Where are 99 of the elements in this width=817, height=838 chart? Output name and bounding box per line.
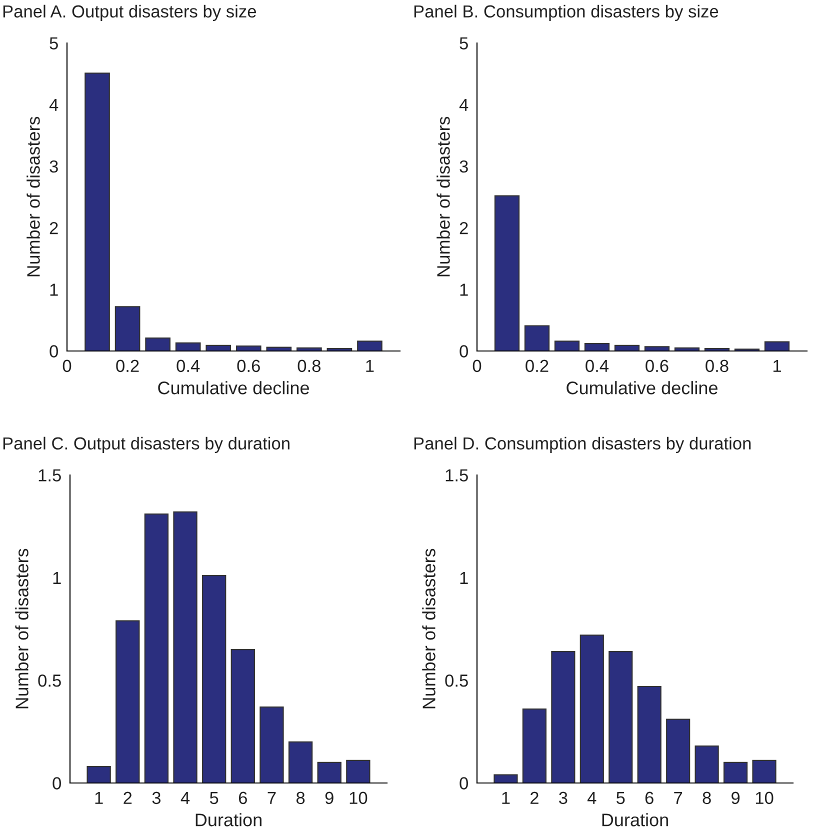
bar bbox=[764, 341, 790, 351]
y-tick-label: 1 bbox=[460, 572, 468, 584]
x-tick-label: 0.2 bbox=[116, 360, 139, 372]
y-tick-label: 1.5 bbox=[446, 469, 468, 482]
y-tick-label: 1 bbox=[460, 284, 468, 296]
y-tick-label: 5 bbox=[50, 37, 58, 50]
bar bbox=[175, 342, 201, 351]
y-tick-label: 0 bbox=[460, 345, 468, 358]
bar bbox=[260, 706, 284, 783]
y-tick-label: 3 bbox=[50, 160, 58, 173]
x-tick-label: 4 bbox=[587, 792, 596, 804]
x-tick-label: 0 bbox=[62, 360, 72, 372]
y-tick-label: 2 bbox=[460, 222, 468, 234]
x-tick-label: 6 bbox=[645, 792, 654, 804]
y-tick-label: 1 bbox=[50, 284, 58, 296]
x-tick-label: 0.8 bbox=[706, 360, 728, 372]
y-tick-label: 0 bbox=[50, 345, 58, 358]
bar bbox=[202, 575, 226, 783]
y-axis-title: Number of disasters bbox=[26, 116, 40, 276]
y-tick-label: 4 bbox=[459, 98, 468, 111]
x-tick-label: 8 bbox=[702, 792, 711, 804]
bar bbox=[524, 325, 550, 351]
x-tick-label: 9 bbox=[325, 792, 334, 804]
y-tick-label: 1.5 bbox=[38, 469, 61, 482]
bar bbox=[357, 340, 382, 351]
x-tick-label: 8 bbox=[296, 792, 305, 804]
x-tick-label: 2 bbox=[124, 792, 132, 804]
bar bbox=[230, 648, 255, 783]
y-tick-label: 1 bbox=[53, 572, 61, 584]
bar bbox=[554, 340, 580, 351]
bar bbox=[522, 708, 546, 783]
bar bbox=[694, 745, 719, 783]
x-tick-label: 1 bbox=[366, 360, 374, 372]
bar bbox=[317, 762, 342, 783]
x-tick-label: 4 bbox=[180, 792, 190, 804]
x-tick-label: 6 bbox=[238, 792, 247, 804]
bar bbox=[644, 346, 670, 351]
x-tick-label: 2 bbox=[530, 792, 538, 804]
x-tick-label: 1 bbox=[773, 360, 781, 372]
x-tick-label: 0.4 bbox=[586, 360, 609, 372]
x-tick-label: 0.4 bbox=[176, 360, 200, 372]
bar bbox=[144, 513, 169, 783]
y-tick-label: 0 bbox=[460, 777, 468, 790]
x-tick-label: 0 bbox=[472, 360, 482, 372]
y-tick-label: 0.5 bbox=[445, 674, 468, 687]
bar bbox=[86, 766, 111, 783]
chart-title: Panel A. Output disasters by size bbox=[3, 4, 256, 21]
x-axis-title: Duration bbox=[196, 813, 262, 826]
x-tick-label: 9 bbox=[732, 792, 740, 804]
x-tick-label: 3 bbox=[559, 792, 568, 804]
y-tick-label: 3 bbox=[460, 160, 468, 173]
x-tick-label: 10 bbox=[756, 792, 774, 804]
x-tick-label: 0.8 bbox=[298, 360, 320, 372]
y-tick-label: 4 bbox=[49, 98, 58, 111]
y-tick-label: 0.5 bbox=[38, 674, 61, 687]
bar bbox=[752, 760, 776, 783]
y-axis-title: Number of disasters bbox=[422, 548, 436, 708]
bar bbox=[494, 774, 518, 783]
bar bbox=[346, 760, 370, 783]
bar bbox=[266, 346, 292, 351]
bar bbox=[637, 686, 662, 783]
y-tick-label: 2 bbox=[50, 222, 58, 234]
chart-title: Panel B. Consumption disasters by size bbox=[414, 4, 718, 21]
chart-title: Panel C. Output disasters by duration bbox=[3, 436, 290, 453]
x-tick-label: 7 bbox=[268, 792, 276, 804]
y-tick-label: 5 bbox=[460, 37, 468, 50]
x-tick-label: 1 bbox=[95, 792, 103, 804]
bar bbox=[608, 651, 633, 783]
bar bbox=[206, 344, 232, 351]
bar bbox=[145, 338, 170, 351]
bar bbox=[666, 718, 690, 783]
bar bbox=[614, 344, 640, 351]
x-tick-label: 0.2 bbox=[526, 360, 548, 372]
bar bbox=[551, 651, 576, 783]
y-axis-title: Number of disasters bbox=[436, 116, 450, 276]
x-tick-label: 0.6 bbox=[646, 360, 668, 372]
bar bbox=[173, 511, 198, 783]
bar bbox=[236, 346, 262, 351]
x-tick-label: 1 bbox=[502, 792, 510, 804]
bar bbox=[724, 762, 748, 783]
chart-title: Panel D. Consumption disasters by duration bbox=[414, 436, 751, 453]
x-tick-label: 3 bbox=[152, 792, 161, 804]
bar bbox=[84, 72, 110, 351]
bar bbox=[114, 306, 140, 351]
x-axis-title: Cumulative decline bbox=[566, 381, 718, 394]
x-tick-label: 7 bbox=[674, 792, 682, 804]
x-axis-title: Cumulative decline bbox=[158, 381, 309, 394]
bar bbox=[584, 343, 610, 351]
y-axis-title: Number of disasters bbox=[15, 548, 28, 708]
x-tick-label: 0.6 bbox=[237, 360, 260, 372]
x-axis-title: Duration bbox=[602, 813, 668, 826]
y-tick-label: 0 bbox=[52, 777, 61, 790]
bar bbox=[288, 741, 313, 783]
bar bbox=[116, 620, 140, 783]
x-tick-label: 10 bbox=[350, 792, 368, 804]
x-tick-label: 5 bbox=[616, 792, 625, 804]
x-tick-label: 5 bbox=[210, 792, 218, 804]
bar bbox=[580, 634, 604, 783]
bar bbox=[494, 195, 520, 351]
